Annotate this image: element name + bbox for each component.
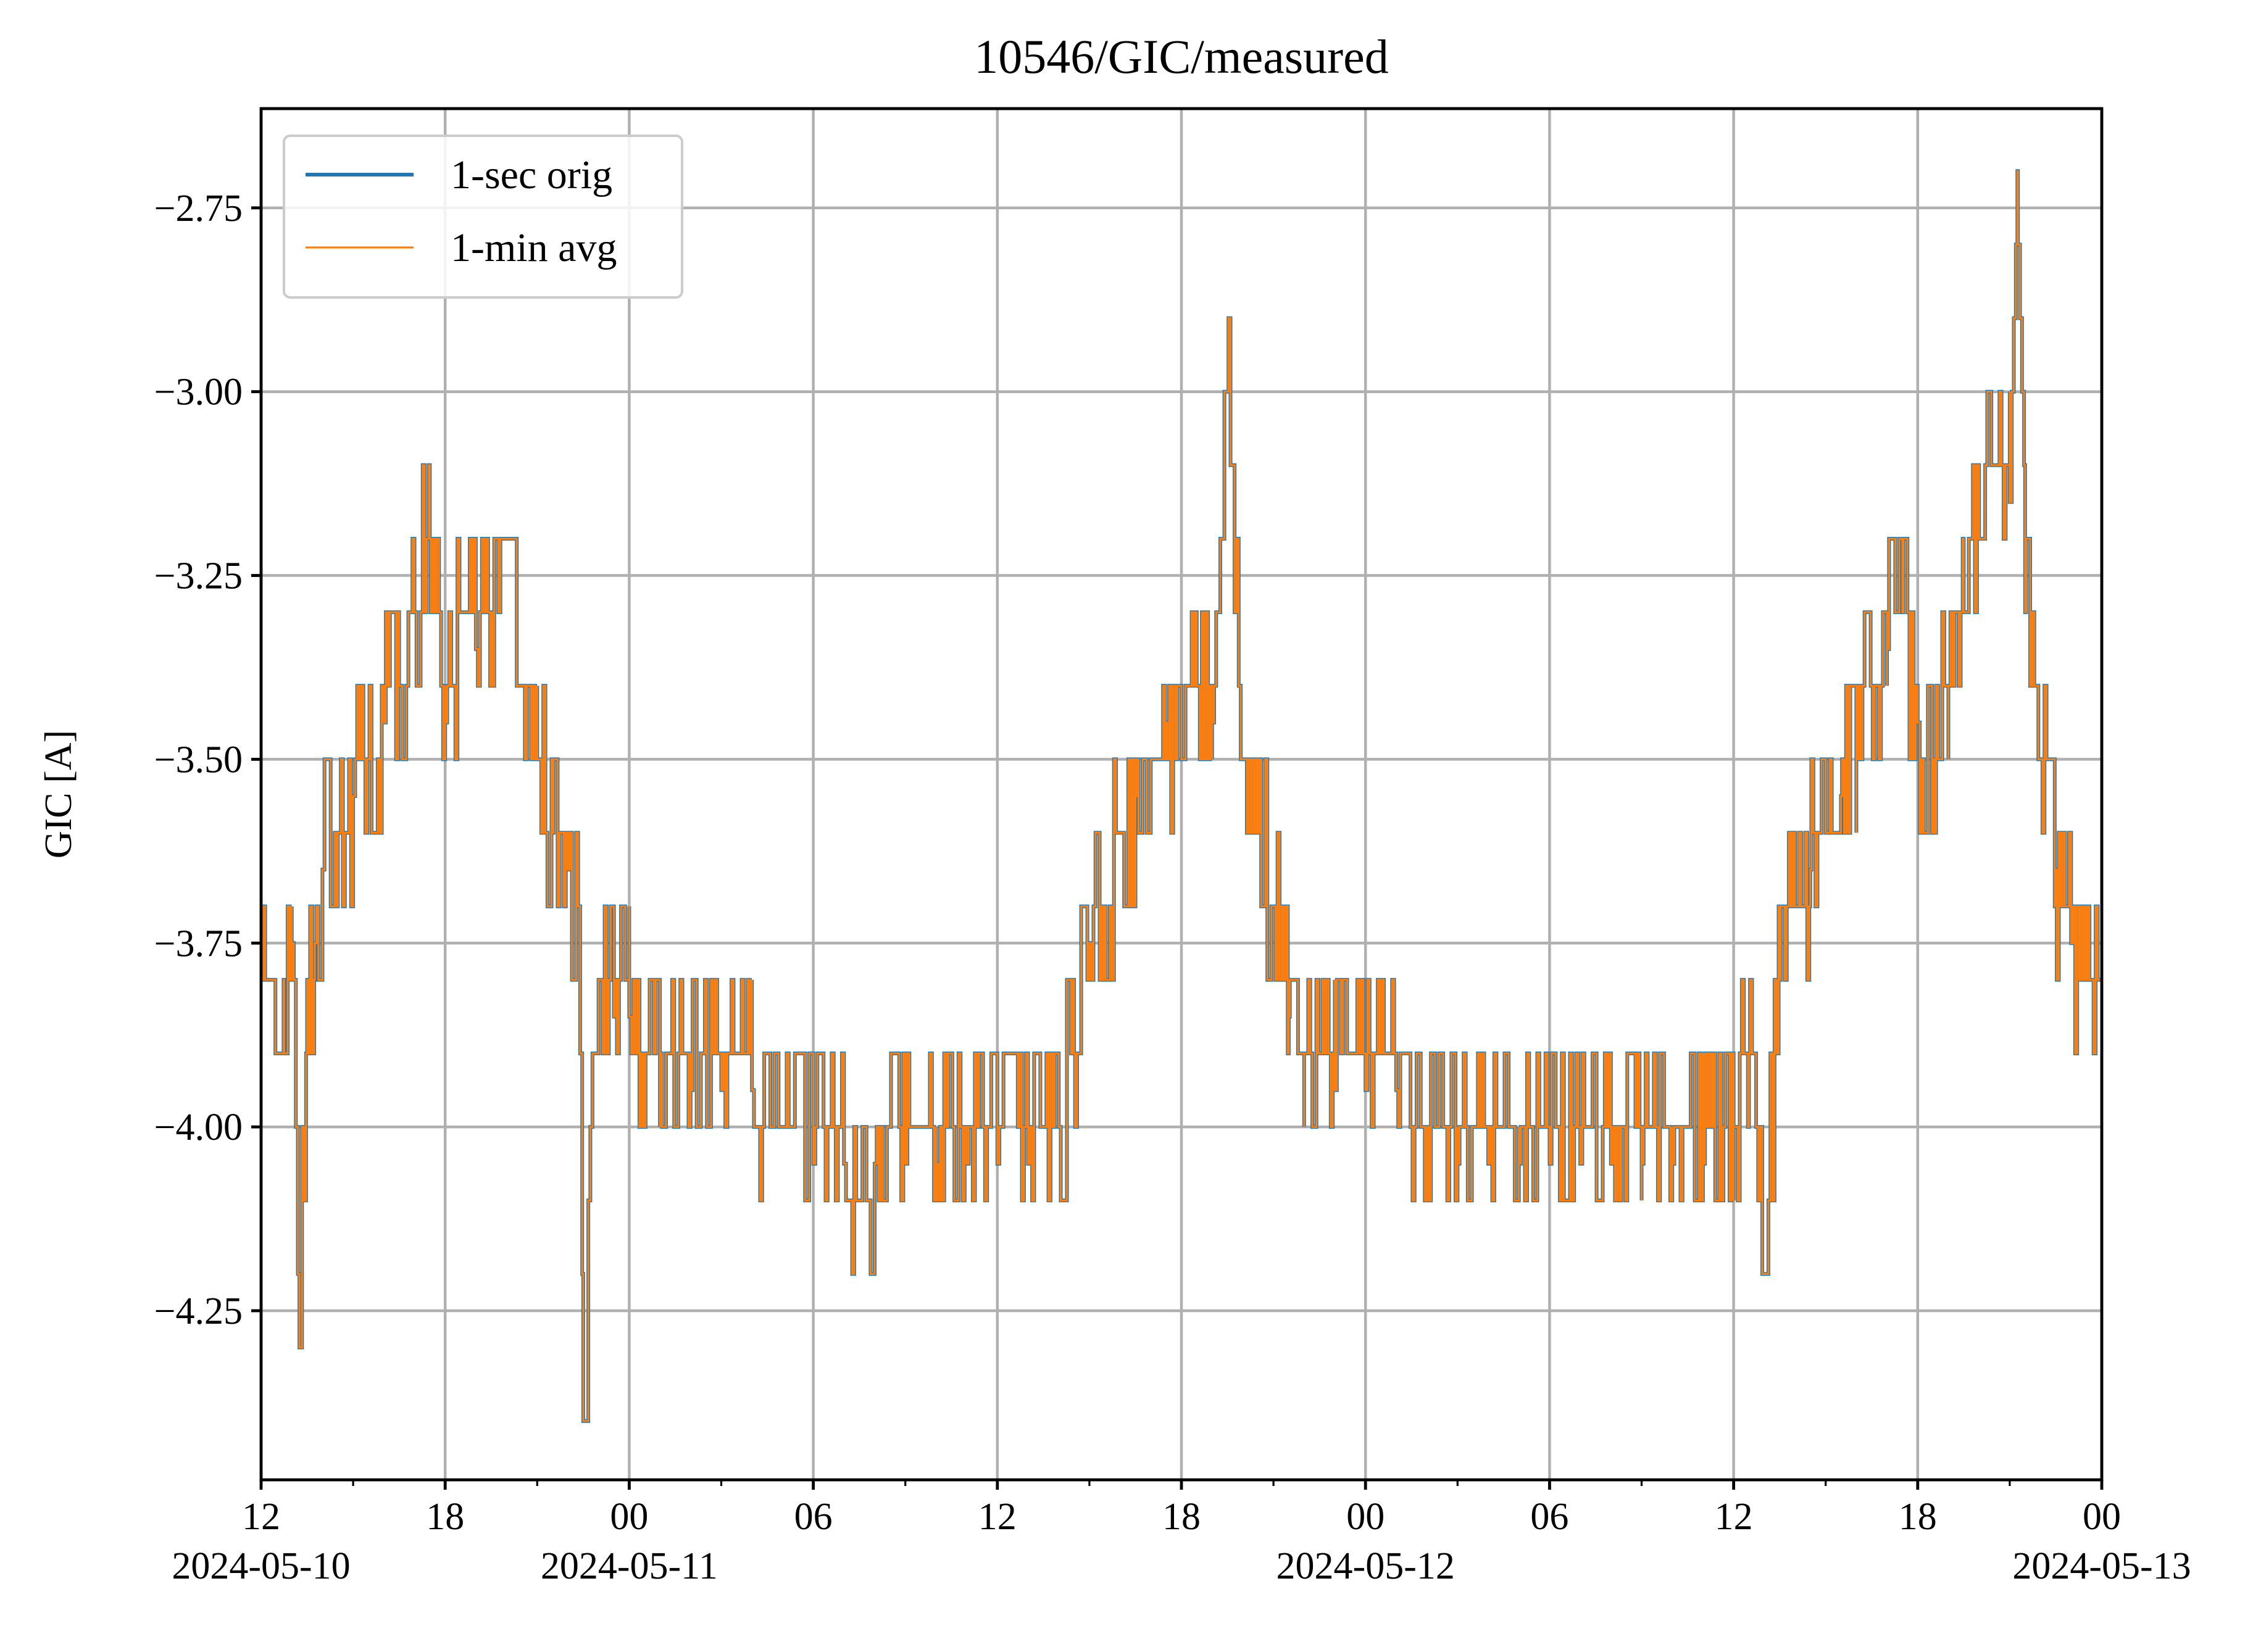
x-tick-label: 18 <box>1899 1496 1937 1538</box>
series-layer <box>261 169 2102 1423</box>
y-tick-label: −3.25 <box>154 555 243 597</box>
x-tick-label: 12 <box>978 1496 1017 1538</box>
y-tick-label: −4.25 <box>154 1290 243 1332</box>
series-line-1-min-avg <box>261 170 2102 1422</box>
x-date-label: 2024-05-11 <box>541 1545 718 1587</box>
x-date-label: 2024-05-10 <box>172 1545 350 1587</box>
y-tick-label: −4.00 <box>154 1106 243 1148</box>
y-tick-label: −2.75 <box>154 188 243 230</box>
x-tick-label: 12 <box>1715 1496 1753 1538</box>
y-tick-label: −3.75 <box>154 923 243 965</box>
x-tick-label: 06 <box>1530 1496 1568 1538</box>
x-tick-label: 00 <box>2083 1496 2121 1538</box>
y-axis-label: GIC [A] <box>38 730 80 858</box>
y-tick-label: −3.00 <box>154 371 243 413</box>
x-tick-label: 06 <box>794 1496 833 1538</box>
x-tick-label: 00 <box>610 1496 648 1538</box>
legend-label-1-min-avg: 1-min avg <box>451 225 617 270</box>
y-tick-label: −3.50 <box>154 739 243 781</box>
x-date-label: 2024-05-13 <box>2012 1545 2191 1587</box>
x-tick-label: 18 <box>1162 1496 1201 1538</box>
chart-title: 10546/GIC/measured <box>974 30 1389 83</box>
x-tick-label: 12 <box>242 1496 280 1538</box>
x-date-label: 2024-05-12 <box>1276 1545 1455 1587</box>
y-axis: −4.25 −4.00 −3.75 −3.50 −3.25 −3.00 −2.75 <box>154 188 261 1332</box>
legend[interactable]: 1-sec orig 1-min avg <box>283 135 683 299</box>
x-axis: 12 2024-05-10 18 00 2024-05-11 06 12 18 00 2024-0… <box>172 1480 2191 1587</box>
x-tick-label: 18 <box>426 1496 464 1538</box>
x-tick-label: 00 <box>1346 1496 1385 1538</box>
legend-label-1-sec-orig: 1-sec orig <box>451 152 612 197</box>
